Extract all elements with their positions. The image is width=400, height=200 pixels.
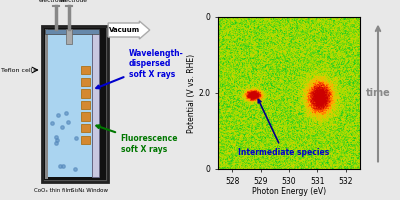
Text: Counter
electrode: Counter electrode <box>39 0 67 3</box>
Text: Si₃N₄ Window: Si₃N₄ Window <box>71 188 108 193</box>
Text: Fluorescence
soft X rays: Fluorescence soft X rays <box>96 125 178 154</box>
FancyArrow shape <box>108 21 150 39</box>
Text: Refence
electrode: Refence electrode <box>60 0 88 3</box>
Bar <box>42 26 108 182</box>
Text: Intermediate species: Intermediate species <box>238 100 329 157</box>
Bar <box>81 78 90 86</box>
Text: CoOₓ thin film: CoOₓ thin film <box>34 188 72 193</box>
Bar <box>81 136 90 144</box>
Text: time: time <box>366 88 390 98</box>
Bar <box>81 89 90 98</box>
Bar <box>45 29 105 179</box>
Bar <box>48 31 92 177</box>
Bar <box>45 29 99 34</box>
Text: Teflon cell: Teflon cell <box>1 68 32 72</box>
Bar <box>45 29 48 179</box>
Bar <box>92 31 99 177</box>
X-axis label: Photon Energy (eV): Photon Energy (eV) <box>252 187 326 196</box>
Y-axis label: Potential (V vs. RHE): Potential (V vs. RHE) <box>186 53 196 133</box>
Text: Wavelength-
dispersed
soft X rays: Wavelength- dispersed soft X rays <box>96 49 184 88</box>
Text: Vacuum: Vacuum <box>109 27 140 33</box>
Bar <box>81 124 90 132</box>
Bar <box>81 101 90 109</box>
Bar <box>81 66 90 74</box>
Bar <box>81 112 90 121</box>
Bar <box>66 29 72 44</box>
